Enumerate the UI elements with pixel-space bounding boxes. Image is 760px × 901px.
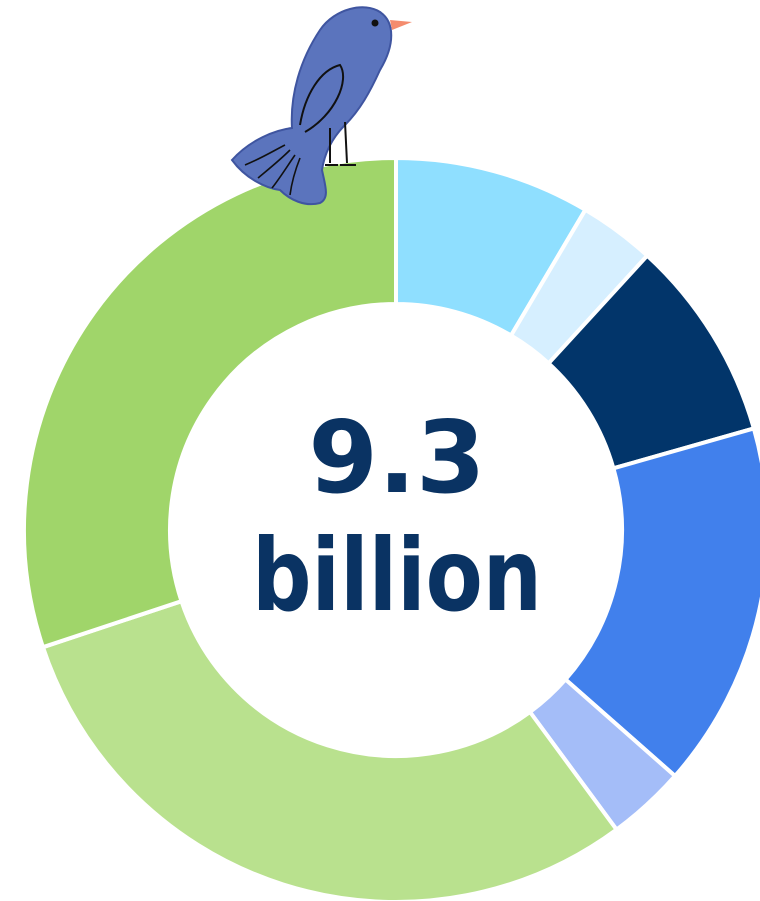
bird-tail-lines [244,144,301,196]
bird-eye [371,19,379,27]
center-value: 9.3 [308,399,485,516]
center-unit: billion [252,517,542,634]
donut-slice [563,426,760,779]
bird-illustration [230,6,412,206]
bird-body [230,6,393,206]
bird-beak [390,20,412,30]
donut-slice [22,156,398,650]
slices [22,156,760,901]
donut-slice [40,599,619,901]
bird-legs [325,121,356,166]
bird-wing [299,63,345,133]
